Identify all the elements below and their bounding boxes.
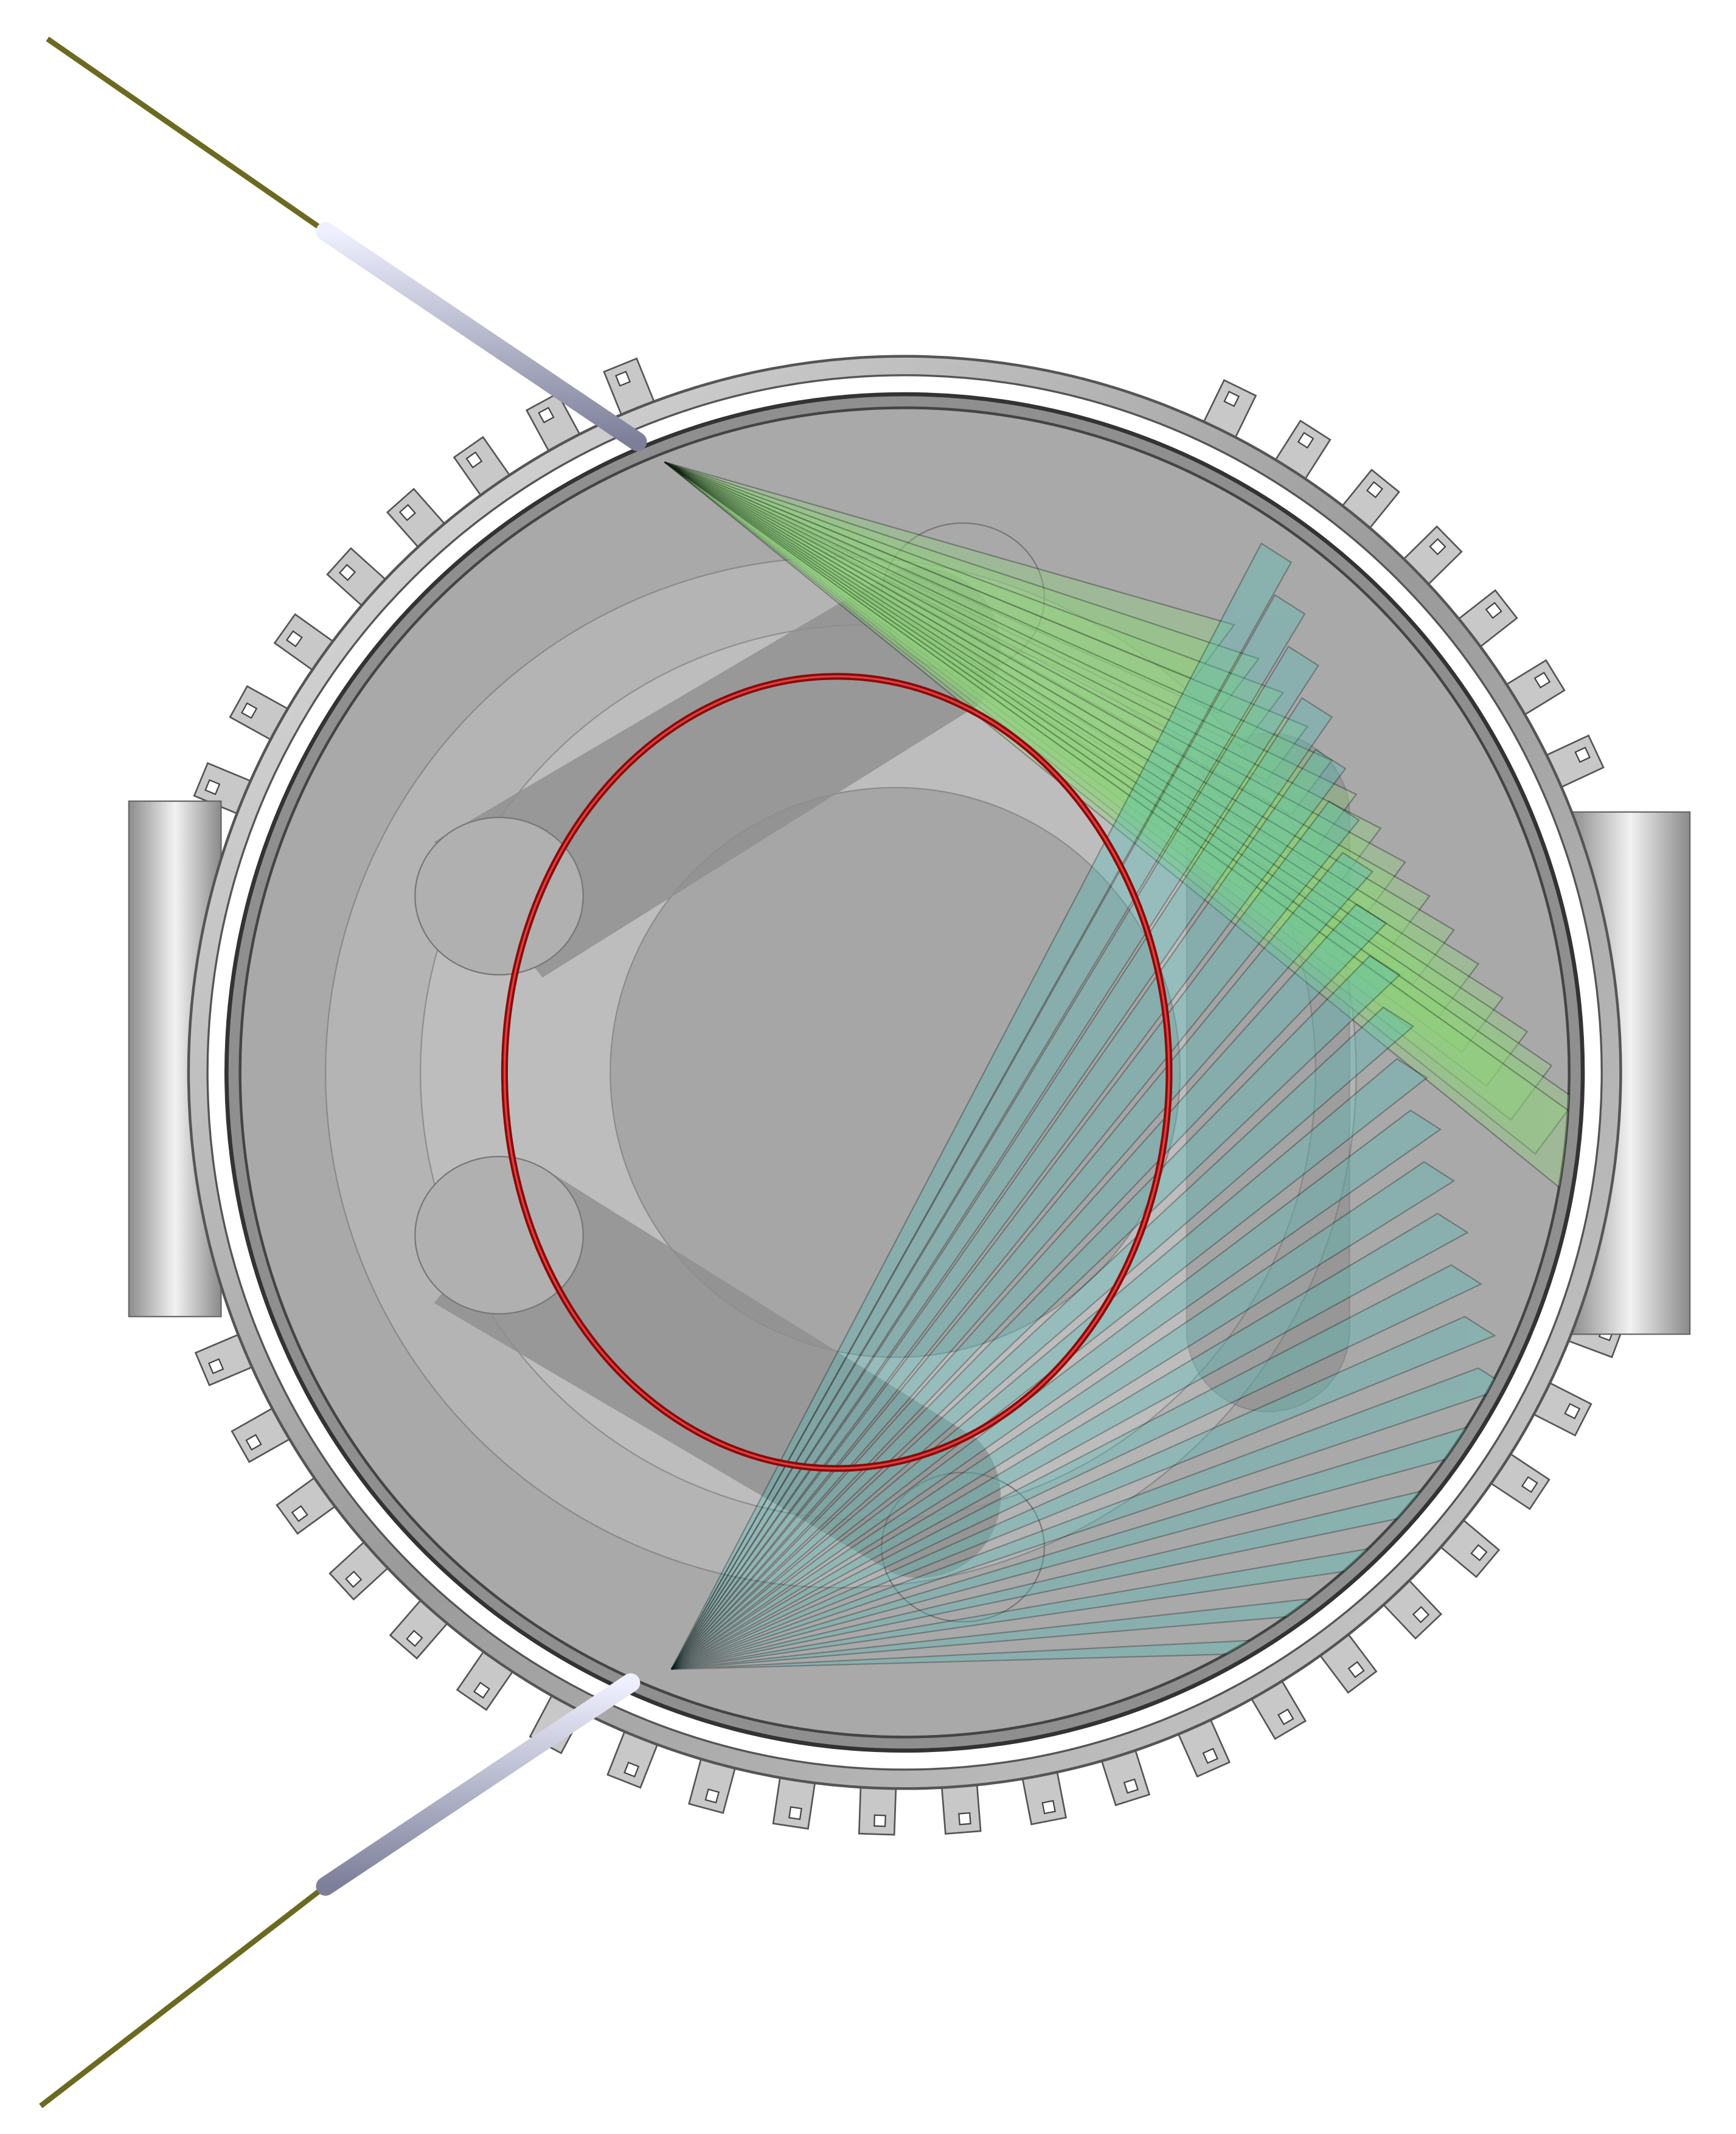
duct-end bbox=[414, 816, 584, 976]
tooth-bolt bbox=[1564, 1403, 1581, 1420]
plasma-boundary-highlight bbox=[503, 675, 1170, 1470]
probe-wire bbox=[46, 36, 327, 234]
probe-wire bbox=[39, 1884, 327, 2108]
tooth-bolt bbox=[1412, 1605, 1430, 1624]
teal-fan bbox=[670, 542, 1569, 1670]
sightline-beam bbox=[670, 954, 1401, 1670]
tooth-bolt bbox=[1521, 1476, 1538, 1493]
tooth-bolt bbox=[958, 1812, 971, 1826]
sightline-beam bbox=[664, 461, 1569, 1155]
central-column bbox=[609, 787, 1181, 1358]
duct bbox=[434, 1167, 1001, 1578]
tooth-bolt bbox=[1485, 602, 1502, 619]
tooth-bolt bbox=[704, 1788, 720, 1804]
sightline-beam bbox=[664, 461, 1431, 951]
sightline-beam bbox=[670, 645, 1319, 1670]
tooth-bolt bbox=[285, 630, 303, 648]
sightline-beam bbox=[664, 461, 1382, 884]
tooth-bolt bbox=[465, 451, 483, 468]
tooth-bolt bbox=[291, 1505, 308, 1523]
tooth-bolt bbox=[1223, 391, 1240, 408]
sightline-beam bbox=[671, 1109, 1442, 1670]
probe-tube bbox=[316, 1673, 641, 1896]
sightline-beam bbox=[671, 1264, 1483, 1670]
tooth bbox=[772, 1768, 818, 1830]
sightline-beam bbox=[671, 1161, 1456, 1670]
sightline-beam bbox=[664, 461, 1406, 918]
tooth-bolt bbox=[1429, 538, 1446, 555]
sightline-beam bbox=[671, 1212, 1469, 1670]
sightline-beam bbox=[671, 1367, 1510, 1670]
sightline-beam bbox=[664, 461, 1285, 748]
tooth-bolt bbox=[241, 702, 258, 719]
sightline-beam bbox=[664, 461, 1504, 1054]
tooth bbox=[858, 1778, 897, 1836]
tooth-bolt bbox=[1366, 481, 1384, 499]
tooth-bolt bbox=[345, 1570, 363, 1588]
tooth-bolt bbox=[406, 1630, 423, 1647]
tooth-bolt bbox=[338, 563, 356, 582]
sightline-beam bbox=[664, 461, 1455, 985]
sightline-beam bbox=[664, 461, 1235, 680]
sightline-beam bbox=[670, 748, 1347, 1670]
tooth-bolt bbox=[1347, 1661, 1365, 1678]
sightline-beam bbox=[664, 461, 1358, 850]
tooth-bolt bbox=[623, 1761, 640, 1778]
sightline-beam bbox=[670, 542, 1293, 1670]
duct-end bbox=[881, 1472, 1045, 1623]
tooth-bolt bbox=[245, 1434, 262, 1451]
sightline-beam bbox=[670, 1006, 1415, 1670]
sightline-beam bbox=[670, 594, 1306, 1670]
duct-end bbox=[881, 522, 1045, 673]
tooth-bolt bbox=[1574, 746, 1591, 763]
tooth bbox=[940, 1776, 982, 1835]
tooth-bolt bbox=[1533, 672, 1551, 689]
tooth-bolt bbox=[873, 1814, 886, 1827]
sightline-beam bbox=[664, 461, 1569, 1189]
tooth-bolt bbox=[1123, 1778, 1139, 1794]
port-shadow bbox=[1186, 732, 1350, 1413]
tooth-bolt bbox=[1470, 1544, 1488, 1562]
tooth-bolt bbox=[788, 1806, 802, 1820]
sightline-beam bbox=[671, 1316, 1496, 1670]
sightline-beam bbox=[664, 461, 1333, 816]
sightline-beam bbox=[664, 461, 1260, 714]
green-fan bbox=[664, 461, 1569, 1189]
tooth-bolt bbox=[398, 504, 417, 521]
tooth-bolt bbox=[1041, 1799, 1056, 1815]
sightline-beam bbox=[664, 461, 1479, 1020]
tooth-bolt bbox=[473, 1681, 490, 1699]
sightline-beam bbox=[664, 461, 1553, 1121]
tooth-bolt bbox=[1297, 431, 1314, 449]
tooth-bolt bbox=[1202, 1748, 1219, 1764]
tooth-bolt bbox=[207, 1358, 224, 1375]
sightline-beam bbox=[664, 461, 1529, 1087]
sightline-beam bbox=[670, 903, 1387, 1670]
tooth-bolt bbox=[204, 779, 221, 796]
sightline-beam bbox=[670, 697, 1333, 1670]
interior bbox=[325, 461, 1569, 1670]
tooth-bolt bbox=[538, 406, 555, 423]
sightline-beam bbox=[664, 461, 1309, 782]
duct-end bbox=[414, 1156, 584, 1315]
probe-tube bbox=[316, 221, 647, 451]
tooth-bolt bbox=[1277, 1708, 1294, 1726]
tooth-bolt bbox=[615, 370, 631, 387]
sightline-beam bbox=[670, 800, 1360, 1670]
